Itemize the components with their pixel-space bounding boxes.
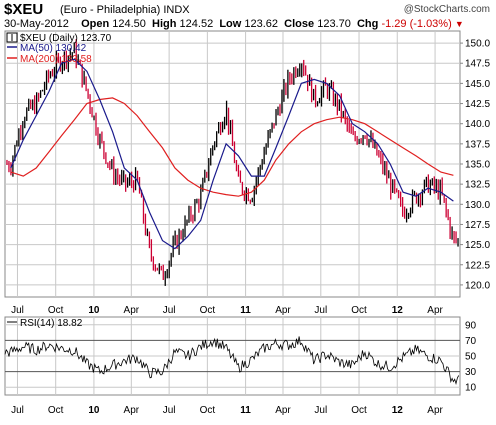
price-y-tick-label: 140.0 [465, 119, 490, 130]
rsi-line [4, 336, 460, 385]
rsi-y-tick-label: 90 [465, 320, 477, 331]
price-y-tick-label: 142.5 [465, 99, 490, 110]
rsi-legend-label: RSI(14) 18.82 [20, 318, 83, 329]
price-x-tick-label: Oct [351, 305, 367, 316]
rsi-y-tick-label: 50 [465, 352, 477, 363]
brand-watermark: @StockCharts.com [403, 4, 490, 15]
ma200-line [10, 97, 454, 197]
rsi-x-tick-label: 12 [392, 405, 404, 416]
rsi-x-tick-label: Apr [275, 405, 291, 416]
price-y-tick-label: 130.0 [465, 200, 490, 211]
price-x-tick-label: Apr [427, 305, 443, 316]
price-y-tick-label: 127.5 [465, 220, 490, 231]
quote-date: 30-May-2012 [4, 18, 69, 30]
open-value: 124.50 [112, 18, 146, 30]
rsi-x-tick-label: 11 [240, 405, 251, 416]
price-y-tick-label: 125.0 [465, 240, 490, 251]
rsi-y-tick-label: 30 [465, 367, 477, 378]
chg-label: Chg [356, 18, 379, 30]
price-y-tick-label: 145.0 [465, 79, 490, 90]
price-y-tick-label: 150.0 [465, 39, 490, 50]
price-x-tick-label: Oct [200, 305, 216, 316]
rsi-x-tick-label: Apr [124, 405, 140, 416]
close-value: 123.70 [317, 18, 351, 30]
price-x-tick-label: Jul [163, 305, 176, 316]
price-y-tick-label: 135.0 [465, 160, 490, 171]
low-label: Low [219, 18, 242, 30]
rsi-x-tick-label: Oct [200, 405, 216, 416]
close-label: Close [284, 18, 315, 30]
rsi-x-tick-label: Jul [11, 405, 24, 416]
price-x-tick-label: 11 [240, 305, 251, 316]
price-x-tick-label: 10 [88, 305, 100, 316]
quote-summary: 30-May-2012 Open 124.50 High 124.52 Low … [4, 18, 464, 30]
price-y-tick-label: 122.5 [465, 260, 490, 271]
price-x-tick-label: Jul [11, 305, 24, 316]
chart-instrument-name: (Euro - Philadelphia) INDX [60, 4, 190, 16]
price-y-tick-label: 120.0 [465, 280, 490, 291]
price-x-tick-label: Jul [314, 305, 327, 316]
ma50-line [10, 58, 454, 250]
price-legend-swatch [6, 32, 18, 43]
rsi-y-tick-label: 70 [465, 336, 477, 347]
rsi-x-tick-label: Jul [163, 405, 176, 416]
price-x-tick-label: Oct [48, 305, 64, 316]
low-value: 123.62 [244, 18, 279, 30]
open-label: Open [81, 18, 110, 30]
ma200-legend-label: MA(200) 133.58 [20, 54, 92, 65]
price-y-tick-label: 147.5 [465, 59, 490, 70]
price-x-tick-label: Apr [275, 305, 291, 316]
price-legend-label: $XEU (Daily) 123.70 [20, 33, 112, 44]
rsi-x-tick-label: Oct [351, 405, 367, 416]
price-x-tick-label: Apr [124, 305, 140, 316]
high-label: High [152, 18, 177, 30]
rsi-x-tick-label: Jul [314, 405, 327, 416]
high-value: 124.52 [179, 18, 214, 30]
chart-symbol: $XEU [4, 1, 44, 18]
rsi-x-tick-label: Oct [48, 405, 64, 416]
rsi-y-tick-label: 10 [465, 383, 477, 394]
rsi-x-tick-label: 10 [88, 405, 100, 416]
rsi-x-tick-label: Apr [427, 405, 443, 416]
ma50-legend-label: MA(50) 130.42 [20, 43, 87, 54]
down-arrow-icon: ▼ [454, 19, 464, 29]
price-x-tick-label: 12 [392, 305, 404, 316]
price-y-tick-label: 137.5 [465, 139, 490, 150]
price-y-tick-label: 132.5 [465, 180, 490, 191]
chg-value: -1.29 (-1.03%) [381, 18, 452, 30]
